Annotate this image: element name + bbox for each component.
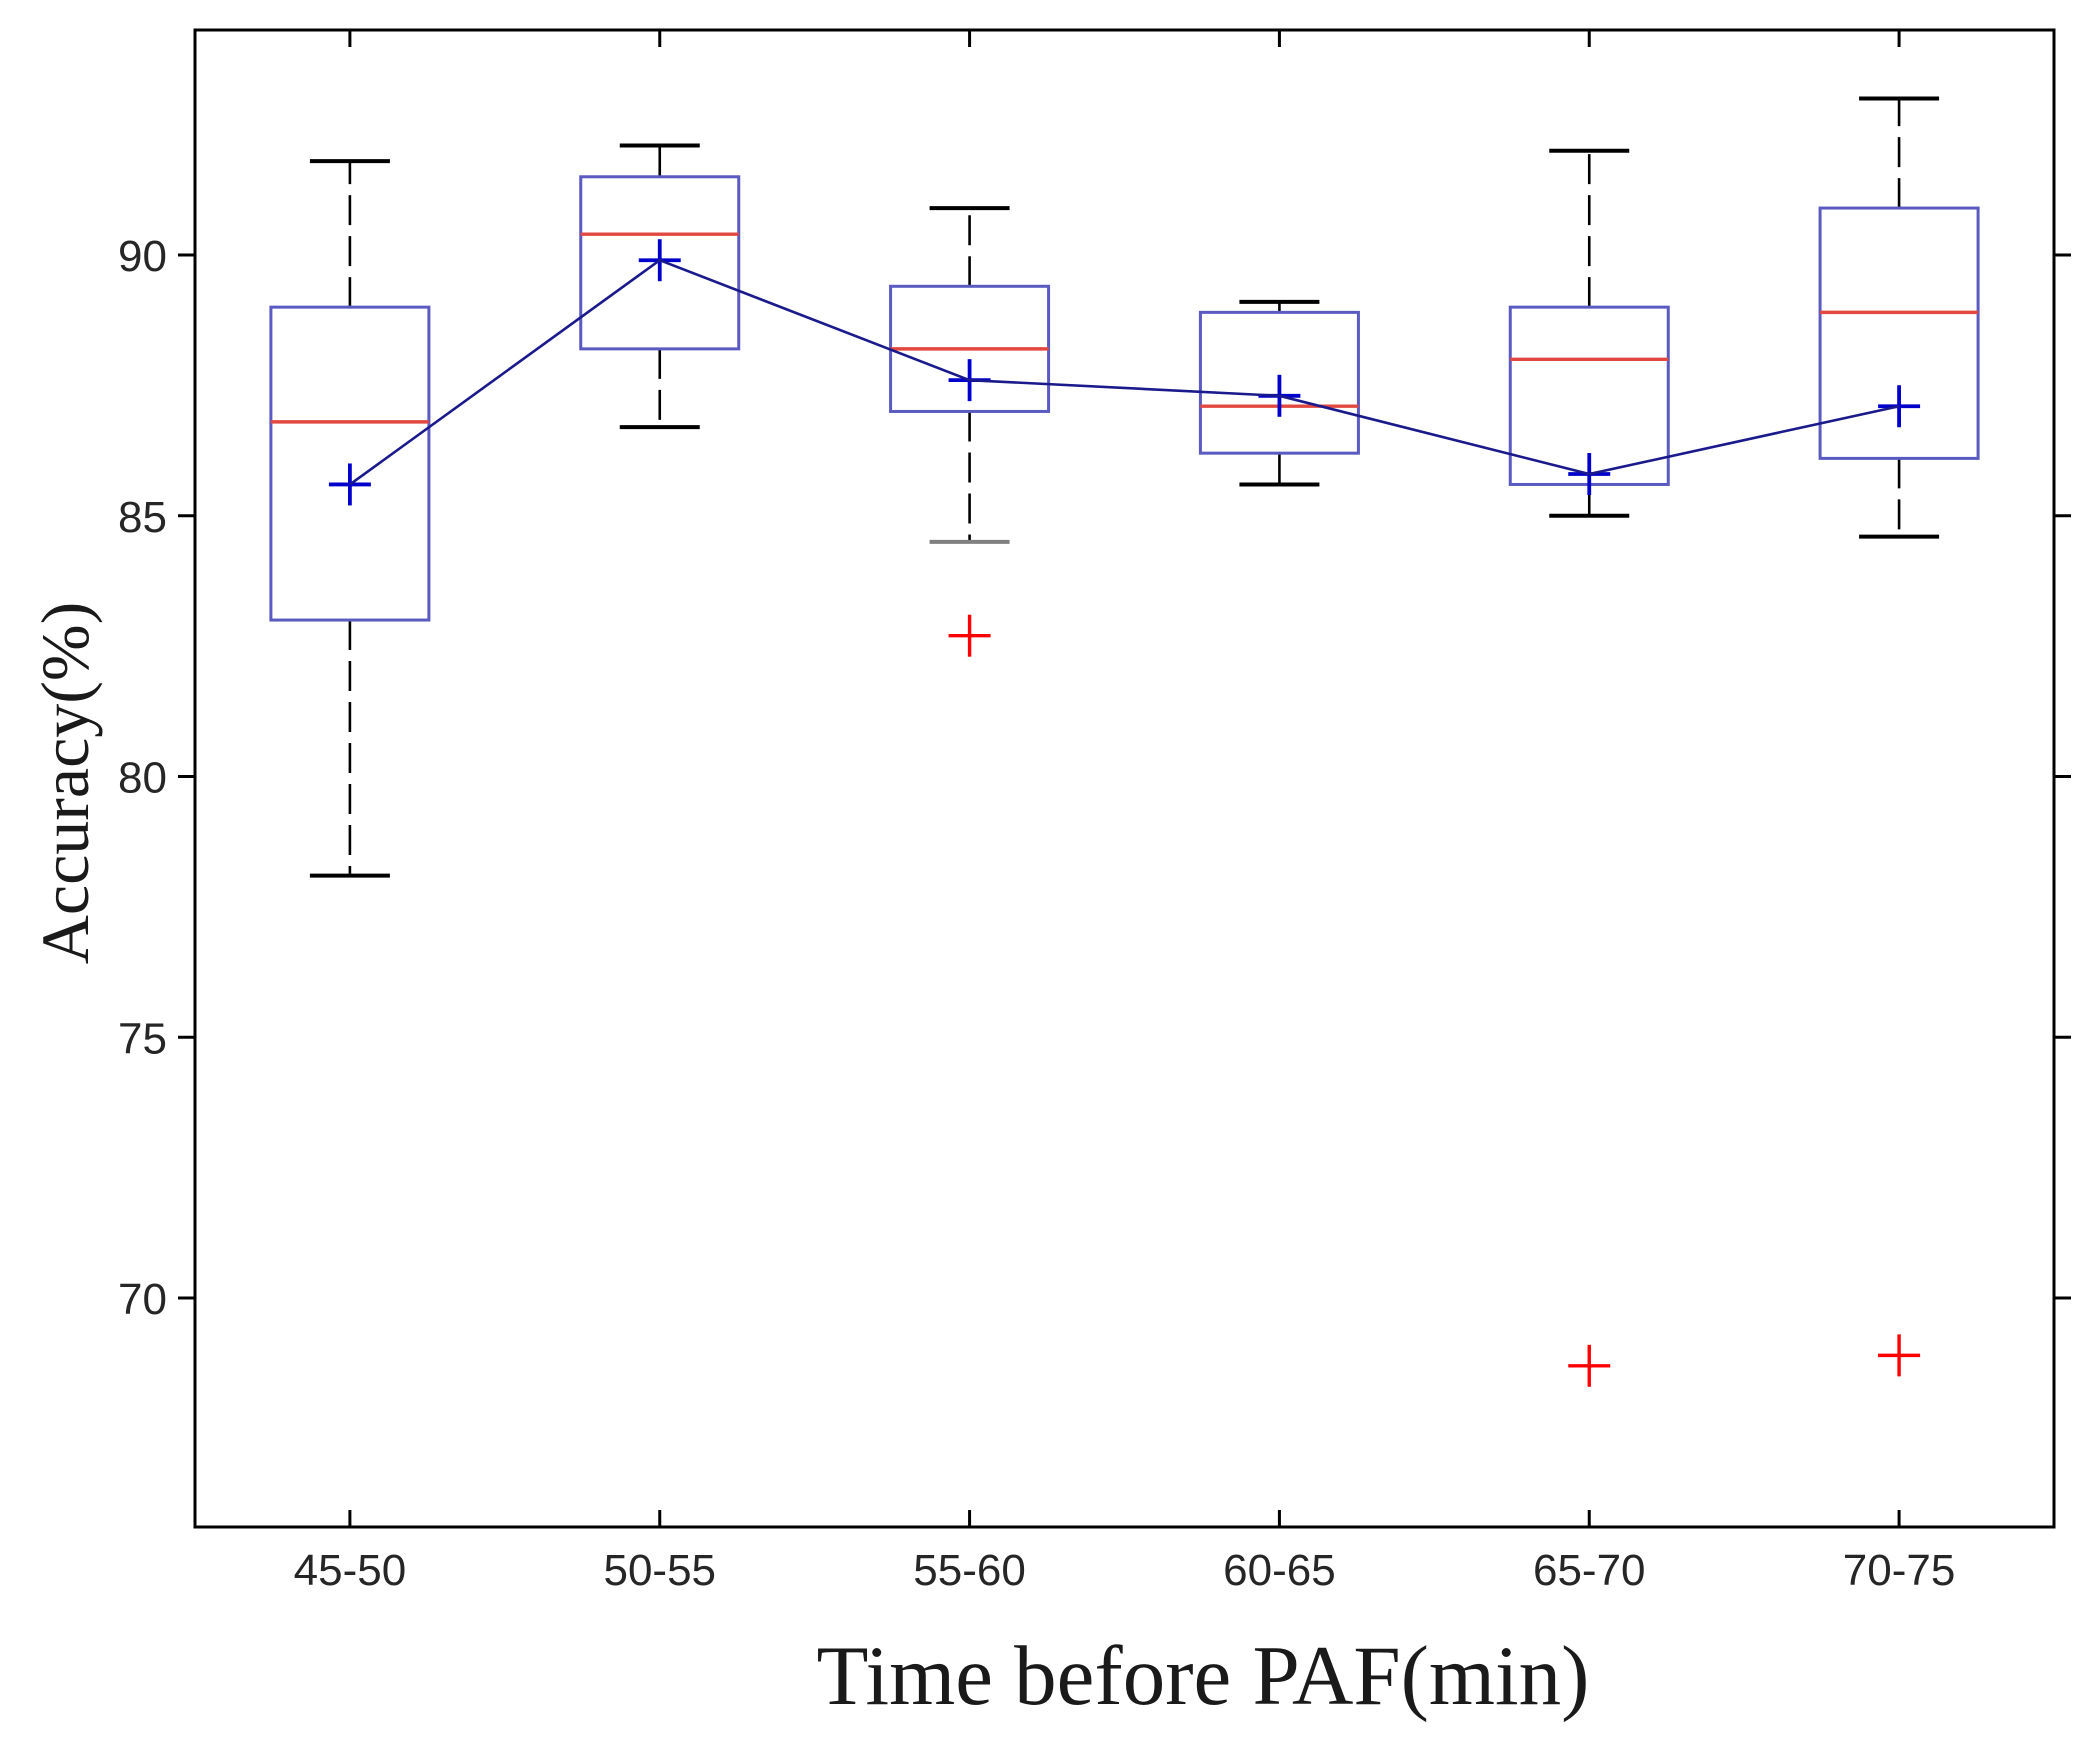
svg-text:60-65: 60-65: [1223, 1546, 1336, 1595]
svg-text:65-70: 65-70: [1533, 1546, 1646, 1595]
svg-text:45-50: 45-50: [294, 1546, 407, 1595]
svg-text:70-75: 70-75: [1843, 1546, 1956, 1595]
svg-text:90: 90: [118, 232, 167, 281]
svg-text:70: 70: [118, 1275, 167, 1324]
svg-text:85: 85: [118, 493, 167, 542]
svg-text:Time before PAF(min): Time before PAF(min): [817, 1629, 1590, 1723]
svg-text:75: 75: [118, 1014, 167, 1063]
svg-text:Accuracy(%): Accuracy(%): [27, 602, 103, 964]
svg-text:50-55: 50-55: [603, 1546, 716, 1595]
svg-text:80: 80: [118, 754, 167, 803]
svg-text:55-60: 55-60: [913, 1546, 1026, 1595]
